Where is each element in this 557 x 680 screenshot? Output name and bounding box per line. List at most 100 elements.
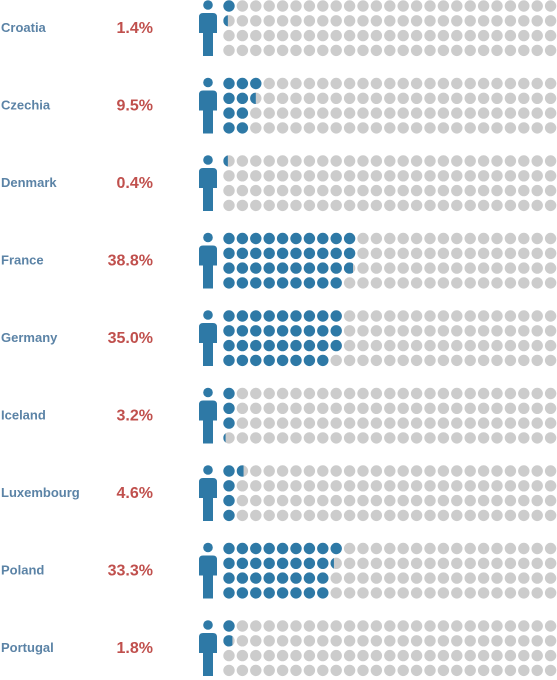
waffle-dot-empty — [464, 417, 476, 429]
waffle-dot-empty — [370, 44, 383, 57]
waffle-dot-empty — [276, 15, 289, 27]
country-label: Germany — [1, 330, 58, 345]
waffle-dot-empty — [370, 387, 383, 400]
waffle-dot-empty — [451, 107, 463, 119]
waffle-dot-partial — [250, 92, 262, 105]
waffle-dot-empty — [397, 277, 409, 289]
waffle-dot-empty — [518, 107, 530, 119]
waffle-dot-empty — [437, 339, 450, 352]
waffle-dot-empty — [384, 494, 396, 507]
waffle-dot-empty — [330, 199, 342, 212]
waffle-dot-empty — [357, 107, 369, 119]
waffle-dot-filled — [330, 325, 342, 337]
waffle-dot-empty — [491, 664, 503, 677]
value-label: 4.6% — [117, 485, 153, 502]
waffle-dot-empty — [410, 387, 423, 400]
waffle-dot-empty — [250, 635, 262, 647]
waffle-dot-empty — [303, 402, 316, 414]
waffle-dot-empty — [504, 587, 517, 599]
waffle-dot-empty — [437, 635, 450, 647]
waffle-dot-empty — [477, 15, 490, 27]
waffle-dot-empty — [250, 494, 262, 507]
waffle-dot-empty — [544, 29, 557, 42]
waffle-dot-filled — [290, 557, 302, 569]
waffle-dot-empty — [357, 635, 369, 647]
waffle-dot-empty — [451, 339, 463, 352]
waffle-dot-empty — [357, 15, 369, 27]
waffle-dot-filled — [263, 557, 275, 569]
waffle-dot-empty — [236, 44, 249, 57]
waffle-dot-empty — [276, 107, 289, 119]
waffle-dot-empty — [370, 232, 383, 245]
waffle-dot-empty — [518, 15, 530, 27]
waffle-dot-empty — [451, 432, 463, 444]
waffle-dot-empty — [330, 122, 342, 134]
waffle-dot-empty — [477, 92, 490, 105]
waffle-dot-empty — [303, 509, 316, 522]
waffle-dot-empty — [491, 557, 503, 569]
waffle-dot-empty — [544, 77, 557, 90]
waffle-dot-empty — [531, 310, 543, 322]
waffle-dot-empty — [410, 557, 423, 569]
waffle-dot-empty — [491, 77, 503, 90]
waffle-dot-empty — [504, 310, 517, 322]
waffle-dot-empty — [276, 664, 289, 677]
waffle-dot-empty — [384, 620, 396, 632]
waffle-dot-empty — [397, 170, 409, 182]
waffle-dot-filled — [276, 232, 289, 245]
waffle-dot-empty — [276, 494, 289, 507]
waffle-dot-empty — [531, 247, 543, 259]
waffle-dot-filled — [223, 232, 235, 245]
waffle-dot-empty — [477, 262, 490, 274]
waffle-dot-empty — [370, 542, 383, 555]
waffle-dot-empty — [343, 107, 356, 119]
waffle-dot-empty — [451, 15, 463, 27]
waffle-dot-empty — [290, 29, 302, 42]
waffle-dot-empty — [410, 122, 423, 134]
waffle-dot-empty — [330, 494, 342, 507]
waffle-dot-empty — [424, 664, 436, 677]
waffle-dot-empty — [424, 417, 436, 429]
waffle-dot-empty — [276, 480, 289, 492]
waffle-dot-empty — [464, 155, 476, 167]
waffle-dot-empty — [424, 0, 436, 12]
waffle-dot-empty — [544, 494, 557, 507]
waffle-dot-empty — [343, 494, 356, 507]
waffle-dot-empty — [290, 509, 302, 522]
waffle-dot-empty — [410, 92, 423, 105]
waffle-dot-empty — [250, 122, 262, 134]
waffle-dot-empty — [330, 77, 342, 90]
waffle-dot-filled — [236, 354, 249, 367]
waffle-dot-empty — [544, 0, 557, 12]
waffle-dot-empty — [303, 635, 316, 647]
waffle-dot-filled — [317, 232, 329, 245]
waffle-dot-empty — [477, 310, 490, 322]
waffle-dot-empty — [303, 184, 316, 197]
waffle-dot-empty — [343, 417, 356, 429]
waffle-dot-filled — [223, 465, 235, 477]
waffle-dot-empty — [317, 465, 329, 477]
waffle-dot-empty — [397, 77, 409, 90]
waffle-dot-empty — [397, 325, 409, 337]
waffle-dot-empty — [491, 122, 503, 134]
waffle-dot-empty — [544, 542, 557, 555]
waffle-dot-empty — [317, 44, 329, 57]
waffle-dot-empty — [544, 557, 557, 569]
waffle-dot-filled — [250, 277, 262, 289]
waffle-dot-empty — [504, 29, 517, 42]
waffle-dot-empty — [491, 509, 503, 522]
waffle-dot-empty — [343, 664, 356, 677]
waffle-dot-empty — [317, 494, 329, 507]
waffle-dot-empty — [518, 620, 530, 632]
waffle-dot-empty — [504, 184, 517, 197]
waffle-dot-empty — [263, 199, 275, 212]
waffle-dot-filled — [263, 325, 275, 337]
waffle-dot-empty — [384, 557, 396, 569]
waffle-dot-empty — [250, 184, 262, 197]
waffle-dot-empty — [518, 44, 530, 57]
waffle-dot-empty — [303, 170, 316, 182]
waffle-dot-empty — [370, 339, 383, 352]
waffle-dot-empty — [504, 325, 517, 337]
waffle-dot-empty — [317, 107, 329, 119]
waffle-dot-empty — [250, 649, 262, 662]
